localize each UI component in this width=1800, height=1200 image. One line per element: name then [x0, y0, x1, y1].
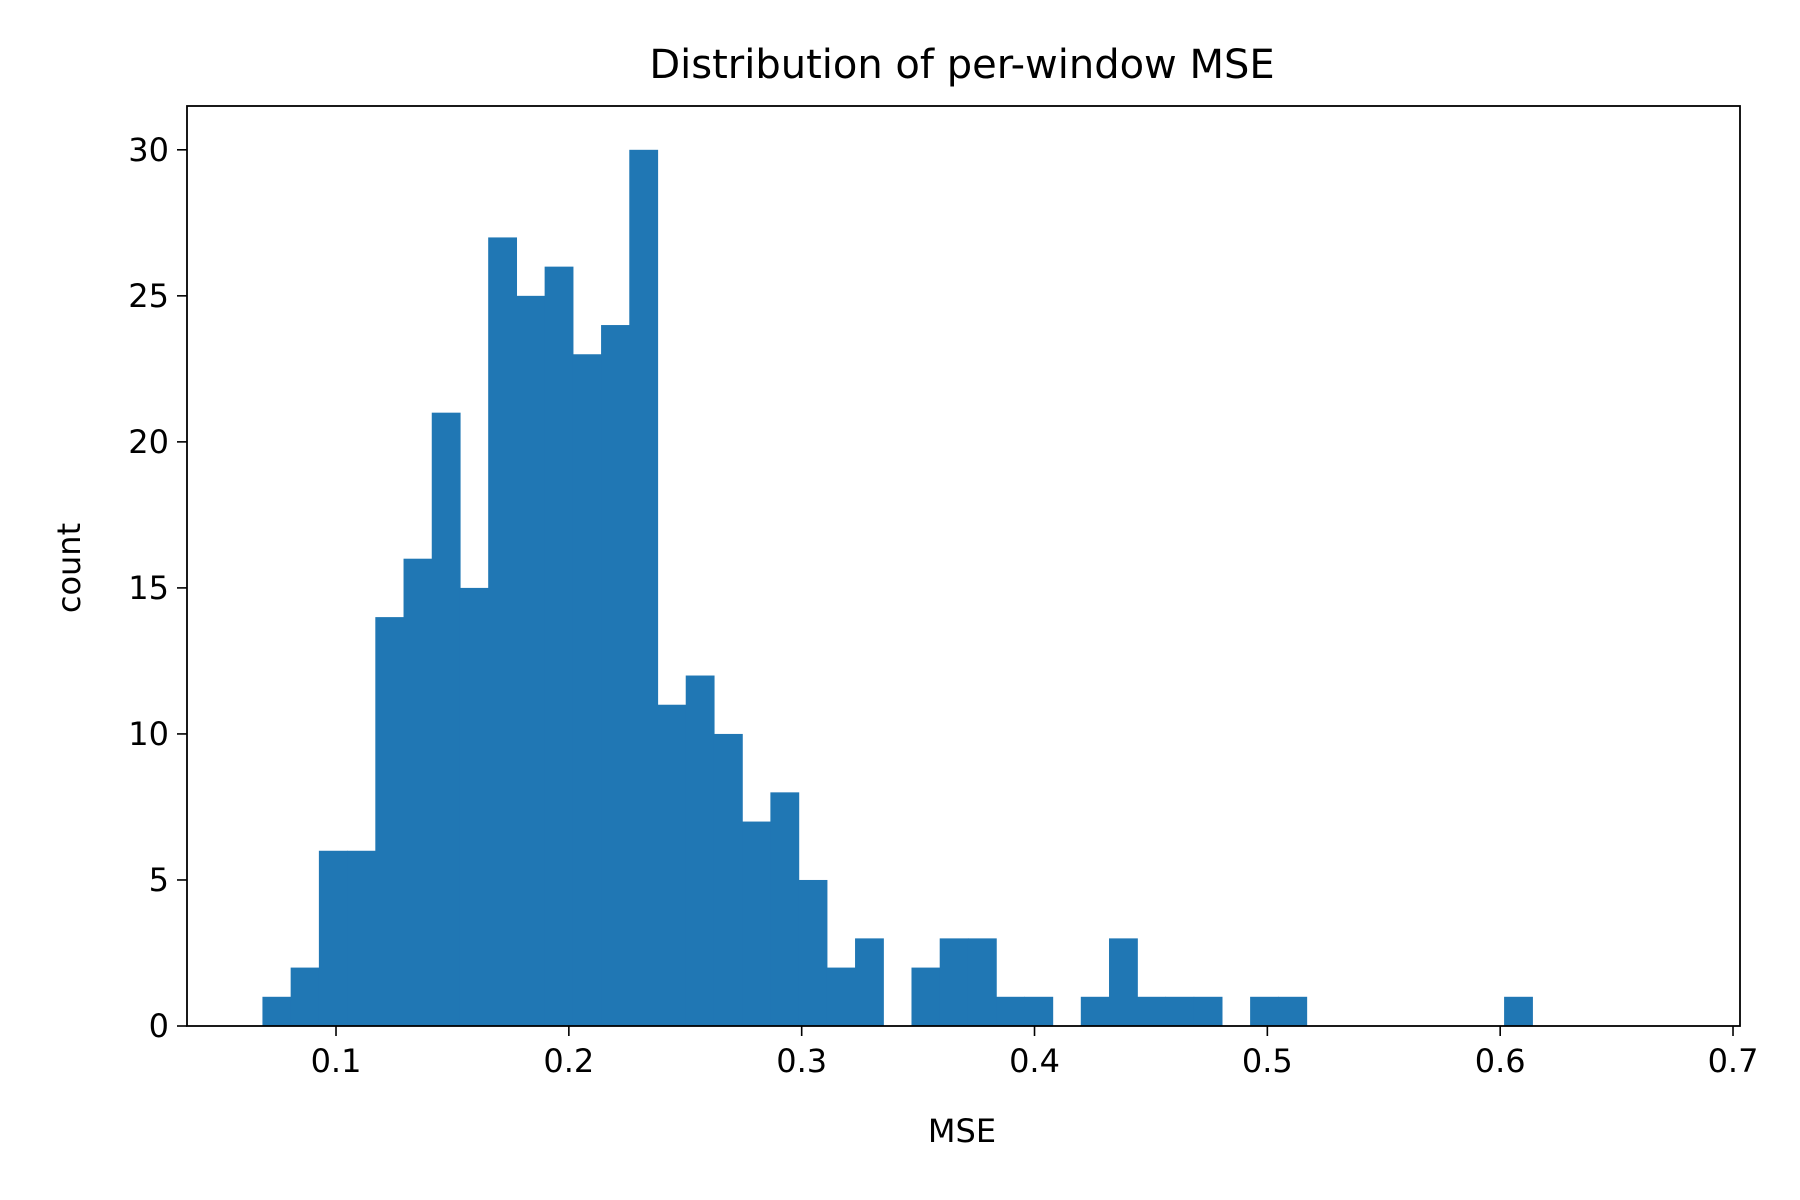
- histogram-bar: [770, 792, 800, 1026]
- histogram-bar: [601, 325, 630, 1026]
- histogram-bar: [1109, 938, 1138, 1026]
- y-tick-label: 5: [149, 861, 169, 899]
- chart-title: Distribution of per-window MSE: [649, 42, 1274, 88]
- histogram-bar: [713, 733, 743, 1026]
- y-tick-label: 0: [149, 1007, 169, 1045]
- histogram-bar: [262, 996, 292, 1026]
- histogram-bar: [855, 938, 884, 1026]
- y-tick-label: 10: [128, 715, 169, 753]
- histogram-bar: [967, 938, 997, 1026]
- histogram-bar: [347, 850, 376, 1026]
- x-tick-label: 0.7: [1708, 1042, 1759, 1080]
- x-axis-ticks: 0.1 0.2 0.3 0.4 0.5 0.6 0.7: [311, 1026, 1759, 1080]
- histogram-bar: [657, 704, 687, 1026]
- histogram-bars: [262, 149, 1533, 1027]
- y-axis-ticks: 0 5 10 15 20 25 30: [128, 131, 187, 1045]
- histogram-bar: [488, 237, 518, 1026]
- x-tick-label: 0.1: [311, 1042, 362, 1080]
- histogram-bar: [742, 821, 771, 1026]
- histogram-bar: [685, 675, 715, 1026]
- plot-frame: [186, 105, 1741, 1027]
- x-axis-label: MSE: [928, 1112, 996, 1150]
- histogram-bar: [1137, 996, 1167, 1026]
- histogram-bar: [1504, 996, 1533, 1026]
- y-tick-label: 25: [128, 277, 169, 315]
- x-tick-label: 0.5: [1242, 1042, 1293, 1080]
- y-tick-label: 15: [128, 569, 169, 607]
- y-tick-label: 30: [128, 131, 169, 169]
- histogram-bar: [939, 938, 969, 1026]
- histogram-bar: [516, 295, 546, 1026]
- histogram-bar: [459, 587, 489, 1026]
- histogram-bar: [1024, 996, 1054, 1026]
- histogram-bar: [798, 879, 828, 1026]
- histogram-bar: [544, 266, 574, 1027]
- y-axis-label: count: [50, 523, 88, 613]
- histogram-bar: [1080, 996, 1110, 1026]
- histogram-bar: [629, 149, 659, 1027]
- y-tick-label: 20: [128, 423, 169, 461]
- histogram-bar: [1278, 996, 1308, 1026]
- histogram-bar: [826, 967, 856, 1026]
- histogram-bar: [318, 850, 348, 1026]
- histogram-bar: [1250, 996, 1279, 1026]
- histogram-bar: [403, 558, 433, 1026]
- histogram-bar: [290, 967, 320, 1026]
- histogram-bar: [996, 996, 1025, 1026]
- histogram-bar: [1193, 996, 1223, 1026]
- histogram-bar: [1165, 996, 1195, 1026]
- histogram-bar: [375, 617, 405, 1026]
- x-tick-label: 0.6: [1475, 1042, 1526, 1080]
- histogram-bar: [431, 412, 461, 1027]
- x-tick-label: 0.4: [1009, 1042, 1060, 1080]
- histogram-bar: [572, 354, 602, 1026]
- histogram-bar: [911, 967, 941, 1026]
- x-tick-label: 0.3: [776, 1042, 827, 1080]
- x-tick-label: 0.2: [543, 1042, 594, 1080]
